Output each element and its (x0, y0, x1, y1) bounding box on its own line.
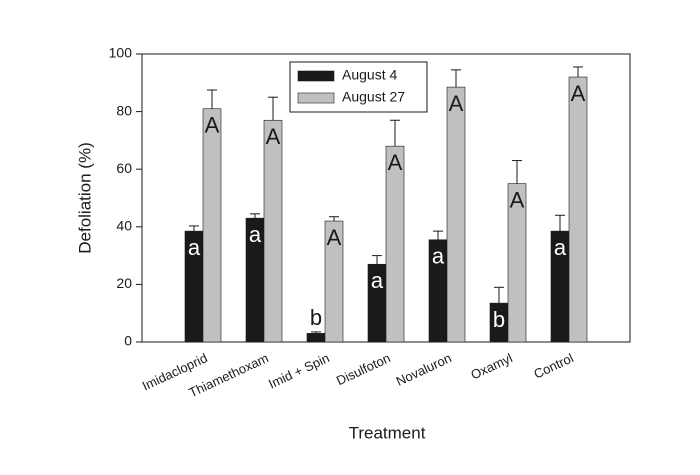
y-tick-label: 0 (124, 333, 132, 349)
bar (446, 86, 466, 343)
significance-letter: b (493, 307, 505, 332)
bar (263, 119, 283, 343)
y-tick-label: 100 (109, 45, 133, 61)
y-axis-title: Defoliation (%) (75, 142, 94, 254)
significance-letter: a (554, 235, 567, 260)
x-axis-title: Treatment (349, 423, 426, 442)
significance-letter: b (310, 305, 322, 330)
legend-box (289, 61, 428, 113)
error-bar (250, 213, 260, 219)
error-bar (390, 119, 400, 147)
significance-letter: A (388, 150, 403, 175)
error-bar (268, 96, 278, 121)
error-bar (189, 225, 199, 232)
bar (306, 333, 326, 343)
significance-letter: a (249, 222, 262, 247)
x-tick-label: Oxamyl (468, 350, 514, 382)
y-tick-label: 80 (116, 102, 132, 118)
error-bar (311, 331, 321, 334)
error-bar (433, 230, 443, 240)
legend-label: August 27 (342, 89, 405, 105)
significance-letter: A (571, 81, 586, 106)
legend-swatch (297, 92, 335, 104)
x-tick-label: Novaluron (394, 350, 454, 389)
significance-letter: a (371, 268, 384, 293)
error-bar (372, 255, 382, 265)
significance-letter: A (266, 124, 281, 149)
bar (202, 108, 222, 343)
error-bar (494, 286, 504, 304)
x-tick-label: Imid + Spin (266, 350, 332, 391)
x-tick-label: Control (531, 350, 575, 381)
significance-letter: A (510, 187, 525, 212)
bar (385, 145, 405, 343)
error-bar (573, 66, 583, 78)
y-tick-label: 60 (116, 160, 132, 176)
significance-letter: a (188, 235, 201, 260)
error-bar (512, 160, 522, 184)
error-bar (451, 69, 461, 88)
error-bar (555, 214, 565, 232)
bar (568, 76, 588, 343)
significance-letter: A (205, 113, 220, 138)
significance-letter: A (449, 91, 464, 116)
y-tick-label: 40 (116, 218, 132, 234)
legend-label: August 4 (342, 67, 397, 83)
error-bar (329, 216, 339, 222)
significance-letter: A (327, 225, 342, 250)
legend-swatch (297, 70, 335, 82)
error-bar (207, 89, 217, 109)
y-tick-label: 20 (116, 275, 132, 291)
x-tick-label: Disulfoton (334, 350, 393, 388)
significance-letter: a (432, 244, 445, 269)
